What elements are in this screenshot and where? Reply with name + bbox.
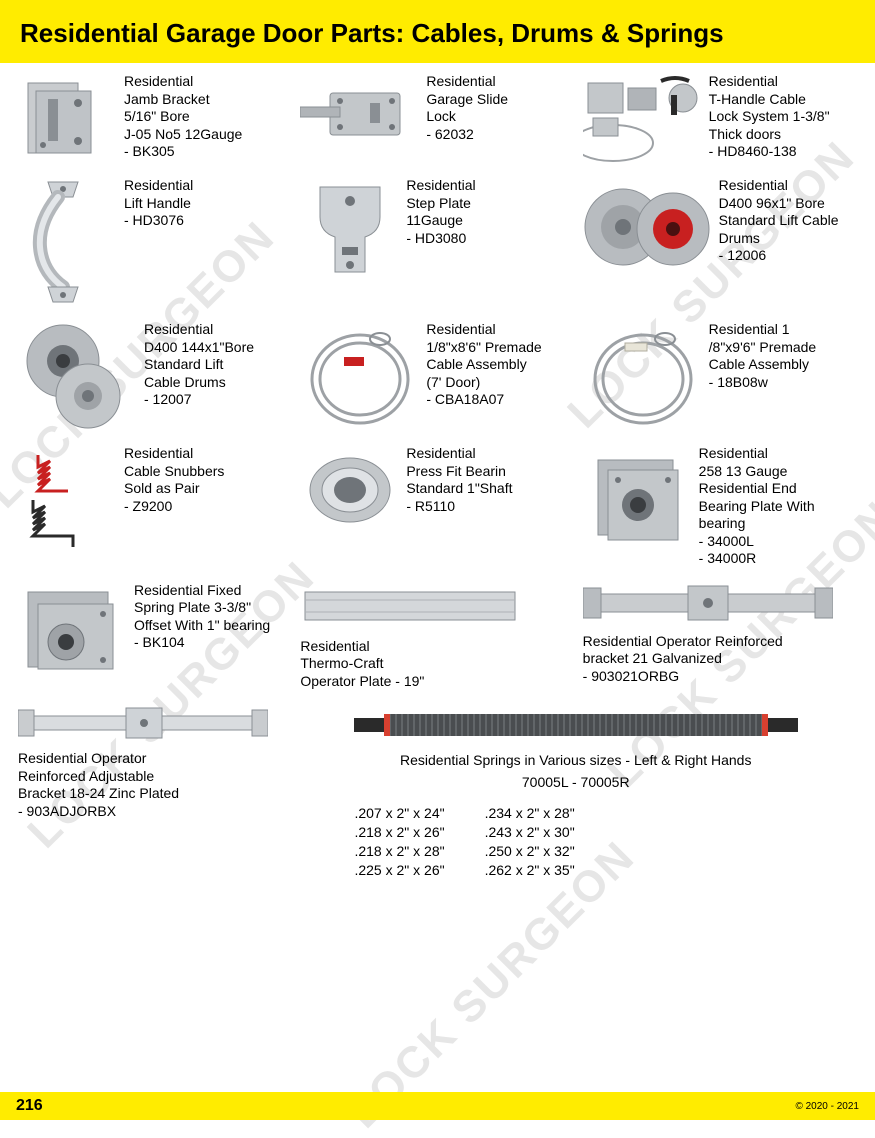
springs-subtitle: 70005L - 70005R [294, 774, 857, 790]
product-cell: Residential Lift Handle - HD3076 [18, 177, 292, 307]
header-band: Residential Garage Door Parts: Cables, D… [0, 0, 875, 63]
product-cell: Residential 1/8"x8'6" Premade Cable Asse… [300, 321, 574, 431]
lift-handle-icon [18, 177, 118, 307]
product-desc: Residential Operator Reinforced bracket … [583, 633, 783, 686]
t-handle-lock-icon [583, 73, 703, 163]
product-cell: Residential Step Plate 11Gauge - HD3080 [300, 177, 574, 307]
fixed-spring-plate-icon [18, 582, 128, 682]
slide-lock-icon [300, 73, 420, 153]
product-desc: Residential 1 /8"x9'6" Premade Cable Ass… [709, 321, 817, 391]
cable-drums-icon [583, 177, 713, 277]
product-cell: Residential Garage Slide Lock - 62032 [300, 73, 574, 163]
product-desc: Residential Cable Snubbers Sold as Pair … [124, 445, 224, 515]
product-desc: Residential Garage Slide Lock - 62032 [426, 73, 508, 143]
spring-spec: .262 x 2" x 35" [485, 861, 575, 880]
torsion-spring-icon [346, 704, 806, 746]
spring-spec: .218 x 2" x 28" [354, 842, 444, 861]
step-plate-icon [300, 177, 400, 287]
product-desc: Residential Operator Reinforced Adjustab… [18, 750, 179, 820]
spring-spec: .243 x 2" x 30" [485, 823, 575, 842]
product-cell: Residential Press Fit Bearin Standard 1"… [300, 445, 574, 568]
product-desc: Residential 1/8"x8'6" Premade Cable Asse… [426, 321, 541, 409]
cable-assembly-96-icon [583, 321, 703, 431]
product-cell: Residential T-Handle Cable Lock System 1… [583, 73, 857, 163]
product-grid: Residential Jamb Bracket 5/16" Bore J-05… [0, 63, 875, 880]
cable-snubbers-icon [18, 445, 118, 555]
spring-spec: .234 x 2" x 28" [485, 804, 575, 823]
spring-spec: .207 x 2" x 24" [354, 804, 444, 823]
product-desc: Residential T-Handle Cable Lock System 1… [709, 73, 830, 161]
jamb-bracket-icon [18, 73, 118, 163]
cable-assembly-86-icon [300, 321, 420, 431]
product-cell: Residential Thermo-Craft Operator Plate … [300, 582, 574, 691]
springs-title: Residential Springs in Various sizes - L… [294, 752, 857, 768]
spring-spec: .225 x 2" x 26" [354, 861, 444, 880]
product-cell: Residential Operator Reinforced Adjustab… [18, 704, 286, 880]
spring-spec: .218 x 2" x 26" [354, 823, 444, 842]
product-desc: Residential Press Fit Bearin Standard 1"… [406, 445, 512, 515]
product-desc: Residential Lift Handle - HD3076 [124, 177, 193, 230]
product-cell: Residential D400 144x1"Bore Standard Lif… [18, 321, 292, 431]
thermo-craft-plate-icon [300, 582, 520, 632]
cable-drums-144-icon [18, 321, 138, 431]
end-bearing-plate-icon [583, 445, 693, 555]
product-cell: Residential Cable Snubbers Sold as Pair … [18, 445, 292, 568]
product-cell: Residential D400 96x1" Bore Standard Lif… [583, 177, 857, 307]
product-cell: Residential Jamb Bracket 5/16" Bore J-05… [18, 73, 292, 163]
product-desc: Residential Step Plate 11Gauge - HD3080 [406, 177, 475, 247]
spring-spec: .250 x 2" x 32" [485, 842, 575, 861]
page-number: 216 [16, 1097, 43, 1115]
springs-specs: .207 x 2" x 24" .218 x 2" x 26" .218 x 2… [354, 804, 857, 880]
page-title: Residential Garage Door Parts: Cables, D… [20, 18, 855, 49]
product-cell: Residential 1 /8"x9'6" Premade Cable Ass… [583, 321, 857, 431]
product-cell-springs: Residential Springs in Various sizes - L… [294, 704, 857, 880]
product-cell: Residential Fixed Spring Plate 3-3/8" Of… [18, 582, 292, 691]
operator-bracket-21-icon [583, 582, 833, 627]
product-desc: Residential Thermo-Craft Operator Plate … [300, 638, 424, 691]
footer-band: 216 © 2020 - 2021 [0, 1092, 875, 1120]
product-desc: Residential D400 144x1"Bore Standard Lif… [144, 321, 254, 409]
product-desc: Residential Fixed Spring Plate 3-3/8" Of… [134, 582, 270, 652]
product-desc: Residential D400 96x1" Bore Standard Lif… [719, 177, 839, 265]
adjustable-bracket-icon [18, 704, 268, 744]
press-fit-bearing-icon [300, 445, 400, 535]
product-cell: Residential 258 13 Gauge Residential End… [583, 445, 857, 568]
product-desc: Residential Jamb Bracket 5/16" Bore J-05… [124, 73, 242, 161]
copyright: © 2020 - 2021 [795, 1101, 859, 1112]
product-desc: Residential 258 13 Gauge Residential End… [699, 445, 815, 568]
product-cell: Residential Operator Reinforced bracket … [583, 582, 857, 691]
